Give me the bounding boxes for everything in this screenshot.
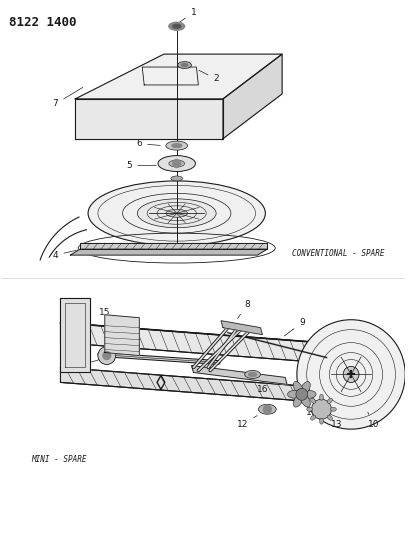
Text: 16: 16 — [255, 379, 267, 394]
Ellipse shape — [177, 62, 191, 69]
Ellipse shape — [137, 199, 216, 228]
Circle shape — [172, 159, 180, 167]
Circle shape — [342, 367, 358, 382]
Polygon shape — [61, 367, 384, 407]
Ellipse shape — [319, 418, 323, 424]
Text: MINI - SPARE: MINI - SPARE — [31, 456, 86, 464]
Ellipse shape — [171, 176, 182, 181]
Polygon shape — [75, 54, 281, 99]
Polygon shape — [222, 54, 281, 139]
Ellipse shape — [171, 144, 181, 148]
Text: 8: 8 — [237, 300, 250, 319]
Ellipse shape — [292, 393, 303, 407]
Text: 3: 3 — [186, 182, 216, 193]
Text: 15: 15 — [99, 308, 117, 322]
Ellipse shape — [172, 25, 180, 28]
Text: 12: 12 — [236, 416, 256, 429]
Polygon shape — [61, 298, 90, 373]
Ellipse shape — [326, 398, 332, 403]
Text: 6: 6 — [136, 139, 160, 148]
Ellipse shape — [330, 407, 335, 411]
Ellipse shape — [157, 156, 195, 172]
Circle shape — [98, 346, 115, 365]
Ellipse shape — [306, 407, 312, 411]
Ellipse shape — [248, 373, 256, 376]
Ellipse shape — [166, 209, 187, 217]
Ellipse shape — [181, 63, 187, 67]
Text: 5: 5 — [126, 161, 156, 170]
Text: 14: 14 — [74, 359, 100, 370]
Text: 1: 1 — [179, 8, 196, 23]
Ellipse shape — [258, 404, 276, 414]
Text: 9: 9 — [283, 318, 304, 336]
Circle shape — [263, 405, 271, 413]
Ellipse shape — [299, 393, 310, 407]
Ellipse shape — [326, 415, 332, 420]
Polygon shape — [105, 315, 139, 356]
Ellipse shape — [319, 394, 323, 400]
Ellipse shape — [244, 370, 260, 378]
Polygon shape — [220, 321, 262, 335]
Ellipse shape — [169, 160, 184, 167]
Circle shape — [103, 352, 110, 360]
Polygon shape — [75, 99, 222, 139]
Circle shape — [296, 320, 404, 429]
Ellipse shape — [169, 22, 184, 30]
Polygon shape — [61, 322, 384, 367]
Ellipse shape — [301, 390, 315, 398]
Ellipse shape — [310, 415, 315, 420]
Text: 7: 7 — [53, 87, 83, 108]
Ellipse shape — [166, 141, 187, 150]
Polygon shape — [191, 366, 286, 384]
Text: 11: 11 — [304, 402, 317, 417]
Ellipse shape — [299, 382, 310, 395]
Circle shape — [311, 399, 330, 419]
Text: 4: 4 — [53, 247, 92, 260]
Circle shape — [295, 389, 307, 400]
Text: 8122 1400: 8122 1400 — [9, 17, 76, 29]
Ellipse shape — [292, 382, 303, 395]
Text: 10: 10 — [367, 412, 379, 429]
Ellipse shape — [88, 181, 265, 246]
Polygon shape — [70, 249, 267, 255]
Ellipse shape — [287, 390, 301, 398]
Polygon shape — [80, 243, 267, 249]
Text: CONVENTIONAL - SPARE: CONVENTIONAL - SPARE — [291, 248, 384, 257]
Ellipse shape — [310, 398, 315, 403]
Text: 13: 13 — [326, 414, 341, 429]
Text: 2: 2 — [198, 70, 218, 84]
